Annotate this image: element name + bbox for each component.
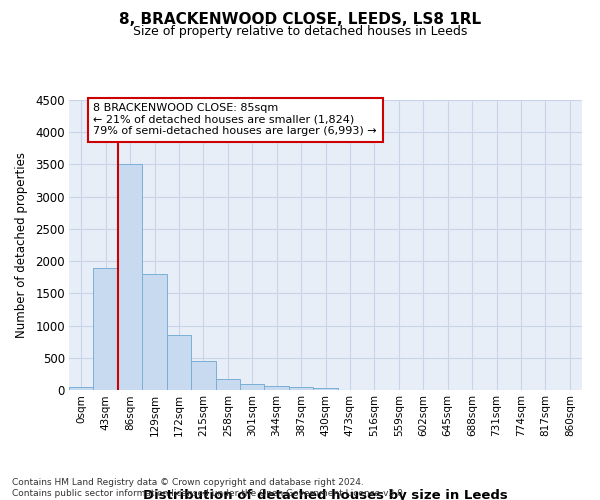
Text: 8, BRACKENWOOD CLOSE, LEEDS, LS8 1RL: 8, BRACKENWOOD CLOSE, LEEDS, LS8 1RL [119, 12, 481, 28]
Text: Size of property relative to detached houses in Leeds: Size of property relative to detached ho… [133, 25, 467, 38]
X-axis label: Distribution of detached houses by size in Leeds: Distribution of detached houses by size … [143, 489, 508, 500]
Bar [313, 388, 338, 390]
Bar [94, 268, 118, 390]
Bar [191, 361, 215, 390]
Bar [118, 164, 142, 390]
Bar [289, 387, 313, 390]
Text: Contains HM Land Registry data © Crown copyright and database right 2024.
Contai: Contains HM Land Registry data © Crown c… [12, 478, 406, 498]
Bar [215, 379, 240, 390]
Bar [265, 386, 289, 390]
Bar [142, 274, 167, 390]
Bar [240, 384, 265, 390]
Bar [69, 387, 94, 390]
Text: 8 BRACKENWOOD CLOSE: 85sqm
← 21% of detached houses are smaller (1,824)
79% of s: 8 BRACKENWOOD CLOSE: 85sqm ← 21% of deta… [94, 103, 377, 136]
Y-axis label: Number of detached properties: Number of detached properties [15, 152, 28, 338]
Bar [167, 335, 191, 390]
